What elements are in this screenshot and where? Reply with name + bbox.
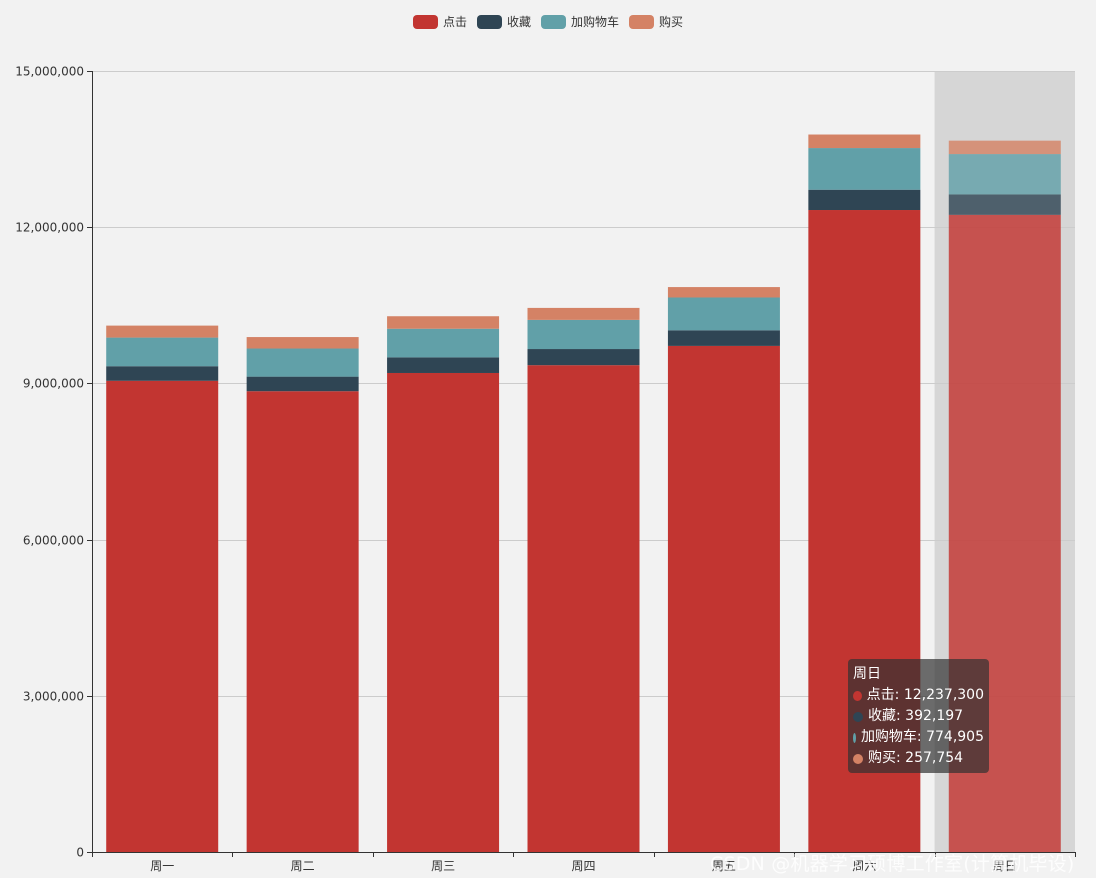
- bar-收藏-周二: [246, 376, 359, 392]
- x-tick-label-5: 周六: [852, 859, 876, 873]
- legend-swatch-buy: [629, 14, 655, 29]
- x-tick-label-6: 周日: [993, 859, 1017, 873]
- chart-tooltip: 周日 点击: 12,237,300 收藏: 392,197 加购物车: 774,…: [848, 659, 989, 773]
- tooltip-row-cart: 加购物车: 774,905: [853, 727, 984, 748]
- tooltip-text-cart: 加购物车: 774,905: [860, 729, 984, 745]
- x-tick-label-2: 周三: [431, 859, 455, 873]
- tooltip-title: 周日: [853, 666, 881, 682]
- y-tick-label-0: 0: [76, 846, 84, 860]
- x-tick-label-4: 周五: [712, 859, 736, 873]
- legend-item-collect[interactable]: 收藏: [476, 13, 531, 30]
- bar-点击-周五: [667, 345, 780, 852]
- legend-item-click[interactable]: 点击: [412, 13, 467, 30]
- tooltip-dot-buy: [853, 753, 863, 764]
- legend-swatch-cart: [541, 14, 566, 29]
- bar-加购物车-周一: [106, 337, 219, 367]
- bar-加购物车-周日: [948, 154, 1061, 195]
- x-tick-label-0: 周一: [150, 859, 174, 873]
- bar-购买-周日: [948, 140, 1061, 155]
- tooltip-row-click: 点击: 12,237,300: [853, 685, 984, 706]
- legend-item-buy[interactable]: 购买: [629, 13, 683, 30]
- legend-label-collect: 收藏: [506, 15, 531, 29]
- bar-加购物车-周二: [246, 348, 359, 377]
- bar-购买-周二: [246, 337, 359, 349]
- bar-点击-周一: [106, 380, 219, 852]
- legend-item-cart[interactable]: 加购物车: [541, 13, 619, 30]
- bar-加购物车-周六: [808, 148, 921, 190]
- tooltip-dot-cart: [853, 732, 856, 743]
- bar-购买-周五: [667, 287, 780, 298]
- legend-swatch-click: [412, 14, 438, 29]
- tooltip-dot-click: [853, 690, 862, 701]
- bar-购买-周三: [387, 316, 500, 329]
- chart-legend: 点击 收藏 加购物车 购买: [0, 13, 1096, 30]
- bar-加购物车-周五: [667, 297, 780, 331]
- legend-label-cart: 加购物车: [571, 15, 620, 29]
- bar-点击-周二: [246, 391, 359, 852]
- tooltip-row-buy: 购买: 257,754: [853, 748, 984, 769]
- y-tick-label-1: 3,000,000: [23, 690, 84, 704]
- tooltip-text-click: 点击: 12,237,300: [866, 687, 984, 703]
- bar-购买-周六: [808, 134, 921, 149]
- y-tick-label-4: 12,000,000: [15, 221, 84, 235]
- bar-收藏-周日: [948, 194, 1061, 215]
- y-tick-label-5: 15,000,000: [15, 65, 84, 79]
- tooltip-text-collect: 收藏: 392,197: [868, 708, 964, 724]
- bar-加购物车-周四: [527, 319, 640, 350]
- x-tick-label-3: 周四: [571, 859, 595, 873]
- bar-收藏-周六: [808, 189, 921, 211]
- bar-收藏-周五: [667, 330, 780, 346]
- legend-label-click: 点击: [442, 15, 467, 29]
- bar-收藏-周一: [106, 366, 219, 381]
- legend-swatch-collect: [476, 14, 502, 29]
- watermark: CSDN @机器学习硕博工作室(计算机毕设): [710, 853, 1075, 875]
- bar-点击-周三: [387, 372, 500, 852]
- tooltip-dot-collect: [853, 711, 863, 722]
- bar-加购物车-周三: [387, 328, 500, 358]
- tooltip-text-buy: 购买: 257,754: [868, 750, 964, 766]
- legend-label-buy: 购买: [659, 15, 684, 29]
- x-tick-label-1: 周二: [291, 859, 315, 873]
- bar-收藏-周四: [527, 349, 640, 366]
- bar-购买-周四: [527, 307, 640, 320]
- bar-点击-周四: [527, 365, 640, 852]
- bar-收藏-周三: [387, 357, 500, 373]
- y-tick-label-3: 9,000,000: [23, 377, 84, 391]
- tooltip-row-collect: 收藏: 392,197: [853, 706, 984, 727]
- bar-购买-周一: [106, 325, 219, 338]
- y-tick-label-2: 6,000,000: [23, 534, 84, 548]
